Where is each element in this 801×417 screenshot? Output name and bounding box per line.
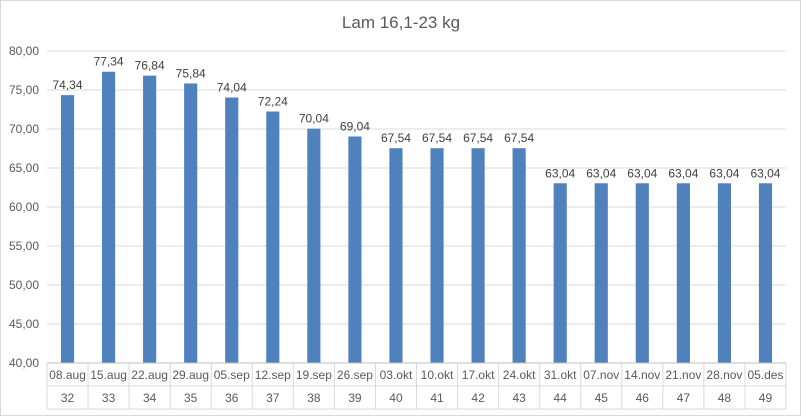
- category-week-label: 46: [636, 391, 650, 405]
- bar: [758, 183, 773, 363]
- category-date-label: 29.aug: [172, 368, 209, 382]
- bar: [225, 97, 239, 363]
- category-week-label: 49: [759, 391, 773, 405]
- data-label: 77,34: [94, 55, 124, 69]
- bar: [102, 71, 116, 364]
- category-week-label: 37: [266, 391, 280, 405]
- category-week-label: 45: [595, 391, 609, 405]
- category-week-label: 42: [471, 391, 485, 405]
- category-week-label: 32: [61, 391, 75, 405]
- category-week-label: 41: [430, 391, 444, 405]
- y-tick-label: 40,00: [9, 356, 39, 370]
- category-week-label: 34: [143, 391, 157, 405]
- y-tick-label: 80,00: [9, 44, 39, 58]
- bar: [266, 111, 280, 363]
- data-labels: 74,34 77,34 76,84 75,84 74,04 72,24 70,04 69,04…: [53, 55, 781, 181]
- category-date-label: 28.nov: [706, 368, 742, 382]
- data-label: 74,34: [53, 78, 83, 92]
- bar: [143, 75, 157, 363]
- y-tick-label: 65,00: [9, 161, 39, 175]
- data-label: 67,54: [422, 131, 452, 145]
- data-label: 67,54: [504, 131, 534, 145]
- category-week-label: 48: [718, 391, 732, 405]
- data-label: 74,04: [217, 80, 247, 94]
- category-week-label: 40: [389, 391, 403, 405]
- category-date-label: 19.sep: [296, 368, 332, 382]
- category-date-label: 24.okt: [503, 368, 536, 382]
- data-label: 70,04: [299, 112, 329, 126]
- category-week-label: 47: [677, 391, 691, 405]
- y-tick-label: 70,00: [9, 122, 39, 136]
- category-week-label: 33: [102, 391, 116, 405]
- data-label: 72,24: [258, 95, 288, 109]
- category-date-label: 05.sep: [214, 368, 250, 382]
- y-tick-label: 50,00: [9, 278, 39, 292]
- category-date-label: 10.okt: [421, 368, 454, 382]
- category-date-label: 31.okt: [544, 368, 577, 382]
- y-tick-label: 75,00: [9, 83, 39, 97]
- y-tick-label: 55,00: [9, 239, 39, 253]
- category-date-label: 22.aug: [131, 368, 168, 382]
- category-date-label: 08.aug: [49, 368, 86, 382]
- category-week-label: 35: [184, 391, 198, 405]
- bar: [594, 183, 608, 363]
- category-date-label: 05.des: [747, 368, 783, 382]
- bar: [717, 183, 731, 363]
- bar: [430, 148, 444, 363]
- data-label: 63,04: [750, 166, 780, 180]
- category-week-label: 39: [348, 391, 362, 405]
- category-date-label: 14.nov: [624, 368, 660, 382]
- category-date-label: 07.nov: [583, 368, 619, 382]
- bar: [676, 183, 690, 363]
- category-date-label: 12.sep: [255, 368, 291, 382]
- category-week-label: 44: [554, 391, 568, 405]
- bar: [348, 136, 362, 363]
- data-label: 63,04: [668, 166, 698, 180]
- bar: [184, 83, 198, 363]
- data-label: 63,04: [586, 166, 616, 180]
- bar: [60, 95, 75, 363]
- y-axis-tick-labels: 40,00 45,00 50,00 55,00 60,00 65,00 70,00 75,00…: [9, 44, 39, 370]
- bar: [389, 148, 403, 363]
- data-label: 76,84: [135, 59, 165, 73]
- data-label: 63,04: [709, 166, 739, 180]
- category-week-label: 36: [225, 391, 239, 405]
- category-week-label: 38: [307, 391, 321, 405]
- bar: [471, 148, 485, 363]
- category-week-label: 43: [512, 391, 526, 405]
- x-axis-categories: 08.aug 32 15.aug 33 22.aug 34 29.aug 35 05.sep 36…: [46, 362, 787, 410]
- data-label: 63,04: [545, 166, 575, 180]
- y-tick-label: 45,00: [9, 317, 39, 331]
- category-date-label: 03.okt: [380, 368, 413, 382]
- category-date-label: 26.sep: [337, 368, 373, 382]
- data-label: 67,54: [381, 131, 411, 145]
- category-date-label: 21.nov: [665, 368, 701, 382]
- bars: [60, 71, 773, 364]
- category-date-label: 17.okt: [462, 368, 495, 382]
- data-label: 69,04: [340, 119, 370, 133]
- data-label: 67,54: [463, 131, 493, 145]
- bar: [635, 183, 649, 363]
- y-tick-label: 60,00: [9, 200, 39, 214]
- bar: [553, 183, 567, 363]
- chart-title: Lam 16,1-23 kg: [342, 13, 460, 32]
- data-label: 75,84: [176, 66, 206, 80]
- bar: [512, 148, 526, 363]
- gridlines: [47, 50, 786, 364]
- bar: [307, 128, 321, 363]
- category-date-label: 15.aug: [90, 368, 127, 382]
- data-label: 63,04: [627, 166, 657, 180]
